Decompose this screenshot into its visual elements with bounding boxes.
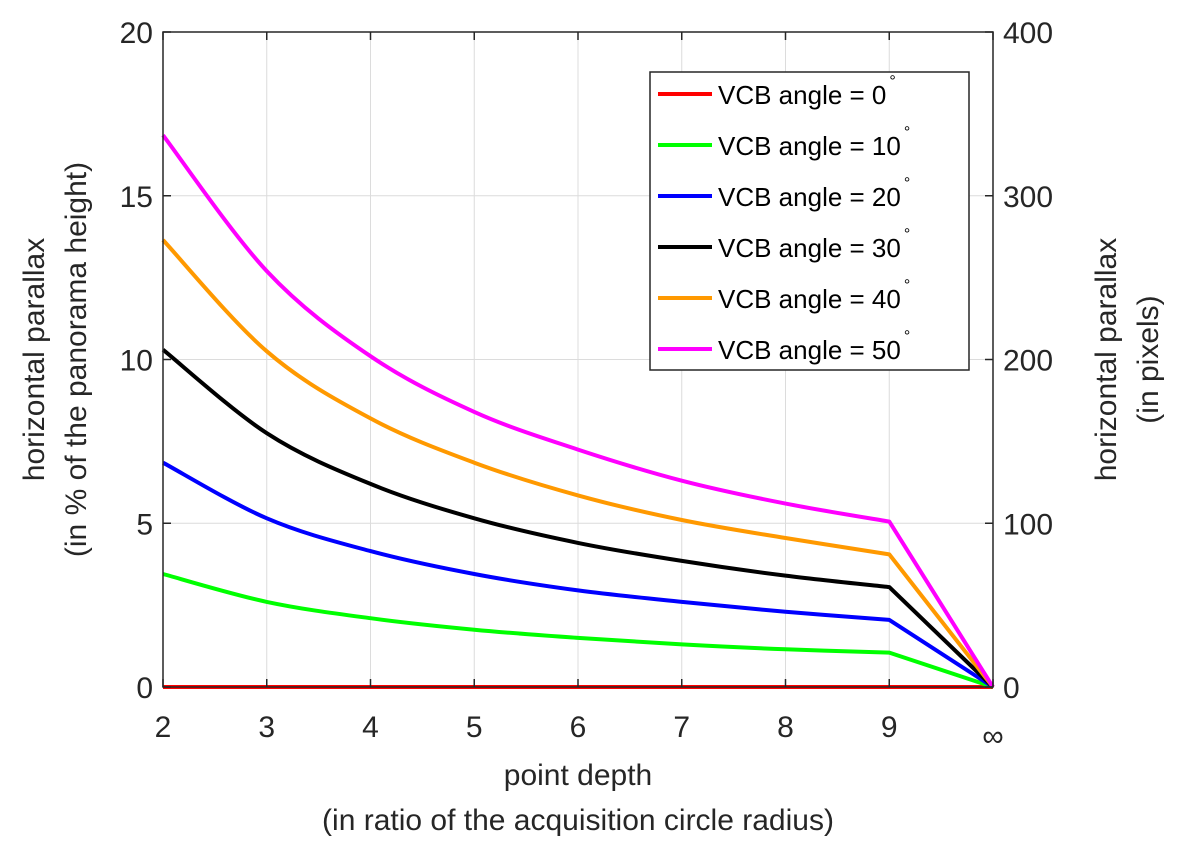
series-line: [161, 133, 995, 689]
legend-label: VCB angle = 0: [718, 80, 886, 110]
y-axis-label-line: horizontal parallax: [18, 238, 51, 481]
legend-degree: °: [904, 124, 910, 141]
x-axis-label: point depth (in ratio of the acquisition …: [322, 759, 834, 837]
y-right-tick-label: 200: [1003, 345, 1053, 378]
legend: VCB angle = 0 °VCB angle = 10 °VCB angle =…: [649, 71, 970, 371]
y-tick-label: 0: [136, 672, 153, 705]
y-right-tick-label: 400: [1003, 17, 1053, 50]
series-line: [162, 572, 994, 689]
y-right-axis-label-line: (in pixels): [1132, 295, 1165, 423]
legend-degree: °: [889, 73, 895, 90]
series-line: [161, 348, 995, 689]
y-right-tick-label: 0: [1003, 672, 1020, 705]
y-tick-label: 15: [120, 181, 153, 214]
x-tick-label: 4: [362, 711, 379, 744]
x-tick-label: 8: [777, 711, 794, 744]
legend-label: VCB angle = 50: [718, 335, 901, 365]
y-tick-label: 20: [120, 17, 153, 50]
legend-box: [649, 71, 970, 371]
y-tick-label: 5: [136, 508, 153, 541]
x-axis-label-line: point depth: [504, 759, 652, 792]
legend-degree: °: [904, 175, 910, 192]
legend-label: VCB angle = 40: [718, 284, 901, 314]
x-tick-label: 6: [570, 711, 587, 744]
y-tick-label: 10: [120, 345, 153, 378]
x-tick-label: 5: [466, 711, 483, 744]
y-right-tick-label: 100: [1003, 508, 1053, 541]
legend-degree: °: [904, 277, 910, 294]
x-axis-label-line: (in ratio of the acquisition circle radi…: [322, 804, 834, 837]
x-tick-label: ∞: [982, 720, 1003, 753]
y-axis-label-line: (in % of the panorama height): [60, 162, 93, 557]
x-tick-label: 9: [881, 711, 898, 744]
legend-label: VCB angle = 20: [718, 182, 901, 212]
legend-degree: °: [904, 328, 910, 345]
legend-label: VCB angle = 30: [718, 233, 901, 263]
y-axis-label-left: horizontal parallax (in % of the panorama…: [18, 162, 93, 557]
series-line: [162, 460, 995, 689]
x-tick-label: 7: [673, 711, 690, 744]
y-right-axis-label-line: horizontal parallax: [1090, 238, 1123, 481]
x-tick-label: 2: [155, 711, 172, 744]
y-axis-label-right: horizontal parallax (in pixels): [1090, 238, 1165, 481]
y-right-tick-label: 300: [1003, 181, 1053, 214]
legend-degree: °: [904, 226, 910, 243]
series-line: [161, 238, 995, 689]
legend-label: VCB angle = 10: [718, 131, 901, 161]
x-tick-label: 3: [258, 711, 275, 744]
